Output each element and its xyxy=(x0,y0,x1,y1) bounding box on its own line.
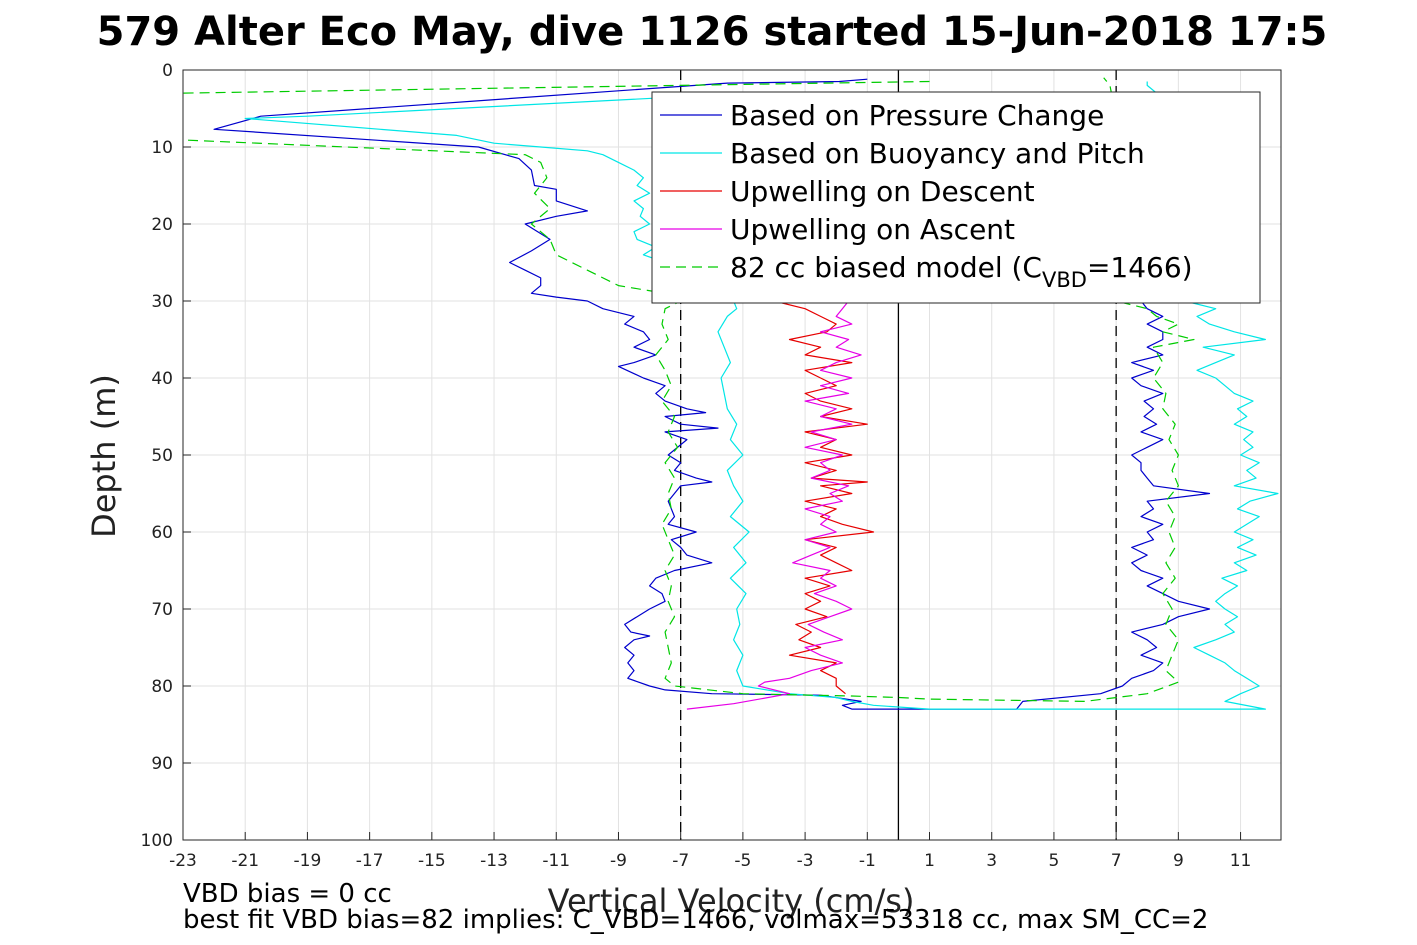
x-tick-label: 1 xyxy=(924,851,935,871)
series-line-3 xyxy=(686,300,862,710)
y-tick-label: 40 xyxy=(151,369,173,389)
x-tick-label: -1 xyxy=(859,851,876,871)
legend-label: Based on Buoyancy and Pitch xyxy=(730,137,1145,170)
legend-box xyxy=(651,91,1261,304)
footer-vbd-bias: VBD bias = 0 cc xyxy=(183,879,392,909)
y-tick-label: 80 xyxy=(151,677,173,697)
x-tick-label: 9 xyxy=(1173,851,1184,871)
x-tick-label: -21 xyxy=(231,851,259,871)
x-tick-label: -19 xyxy=(294,851,322,871)
y-tick-label: 90 xyxy=(151,754,173,774)
legend-label: Upwelling on Ascent xyxy=(730,213,1015,246)
x-axis-label: Vertical Velocity (cm/s) xyxy=(548,882,915,920)
y-tick-label: 0 xyxy=(162,61,173,81)
x-tick-label: -11 xyxy=(542,851,570,871)
x-tick-label: -13 xyxy=(480,851,508,871)
y-tick-label: 30 xyxy=(151,292,173,312)
x-tick-label: 3 xyxy=(986,851,997,871)
x-tick-label: 5 xyxy=(1049,851,1060,871)
chart-title: 579 Alter Eco May, dive 1126 started 15-… xyxy=(97,9,1328,55)
legend: Based on Pressure Change Based on Buoyanc… xyxy=(651,91,1261,304)
x-tick-label: -17 xyxy=(356,851,384,871)
x-tick-labels: -23 -21 -19 -17 -15 -13 -11 -9 -7 -5 -3 -1 1 3 5 7 9 11 xyxy=(169,832,1251,871)
x-tick-label: -3 xyxy=(797,851,814,871)
x-tick-label: -9 xyxy=(610,851,627,871)
x-tick-label: 7 xyxy=(1111,851,1122,871)
x-tick-label: 11 xyxy=(1230,851,1252,871)
legend-label: Based on Pressure Change xyxy=(730,99,1104,132)
series-line-2 xyxy=(773,300,875,695)
y-tick-label: 50 xyxy=(151,446,173,466)
x-tick-label: -7 xyxy=(672,851,689,871)
y-tick-label: 10 xyxy=(151,138,173,158)
x-tick-label: -15 xyxy=(418,851,446,871)
footer-best-fit: best fit VBD bias=82 implies: C_VBD=1466… xyxy=(183,905,1208,935)
legend-label: Upwelling on Descent xyxy=(730,175,1035,208)
y-tick-label: 70 xyxy=(151,600,173,620)
x-tick-label: -23 xyxy=(169,851,197,871)
y-tick-label: 100 xyxy=(141,831,173,851)
x-tick-label: -5 xyxy=(734,851,751,871)
y-axis-label: Depth (m) xyxy=(85,374,123,538)
y-tick-label: 20 xyxy=(151,215,173,235)
y-tick-label: 60 xyxy=(151,523,173,543)
y-tick-labels: 0 10 20 30 40 50 60 70 80 90 100 xyxy=(141,61,191,851)
series-line-4 xyxy=(183,77,1195,702)
series-line-0 xyxy=(213,78,1211,710)
